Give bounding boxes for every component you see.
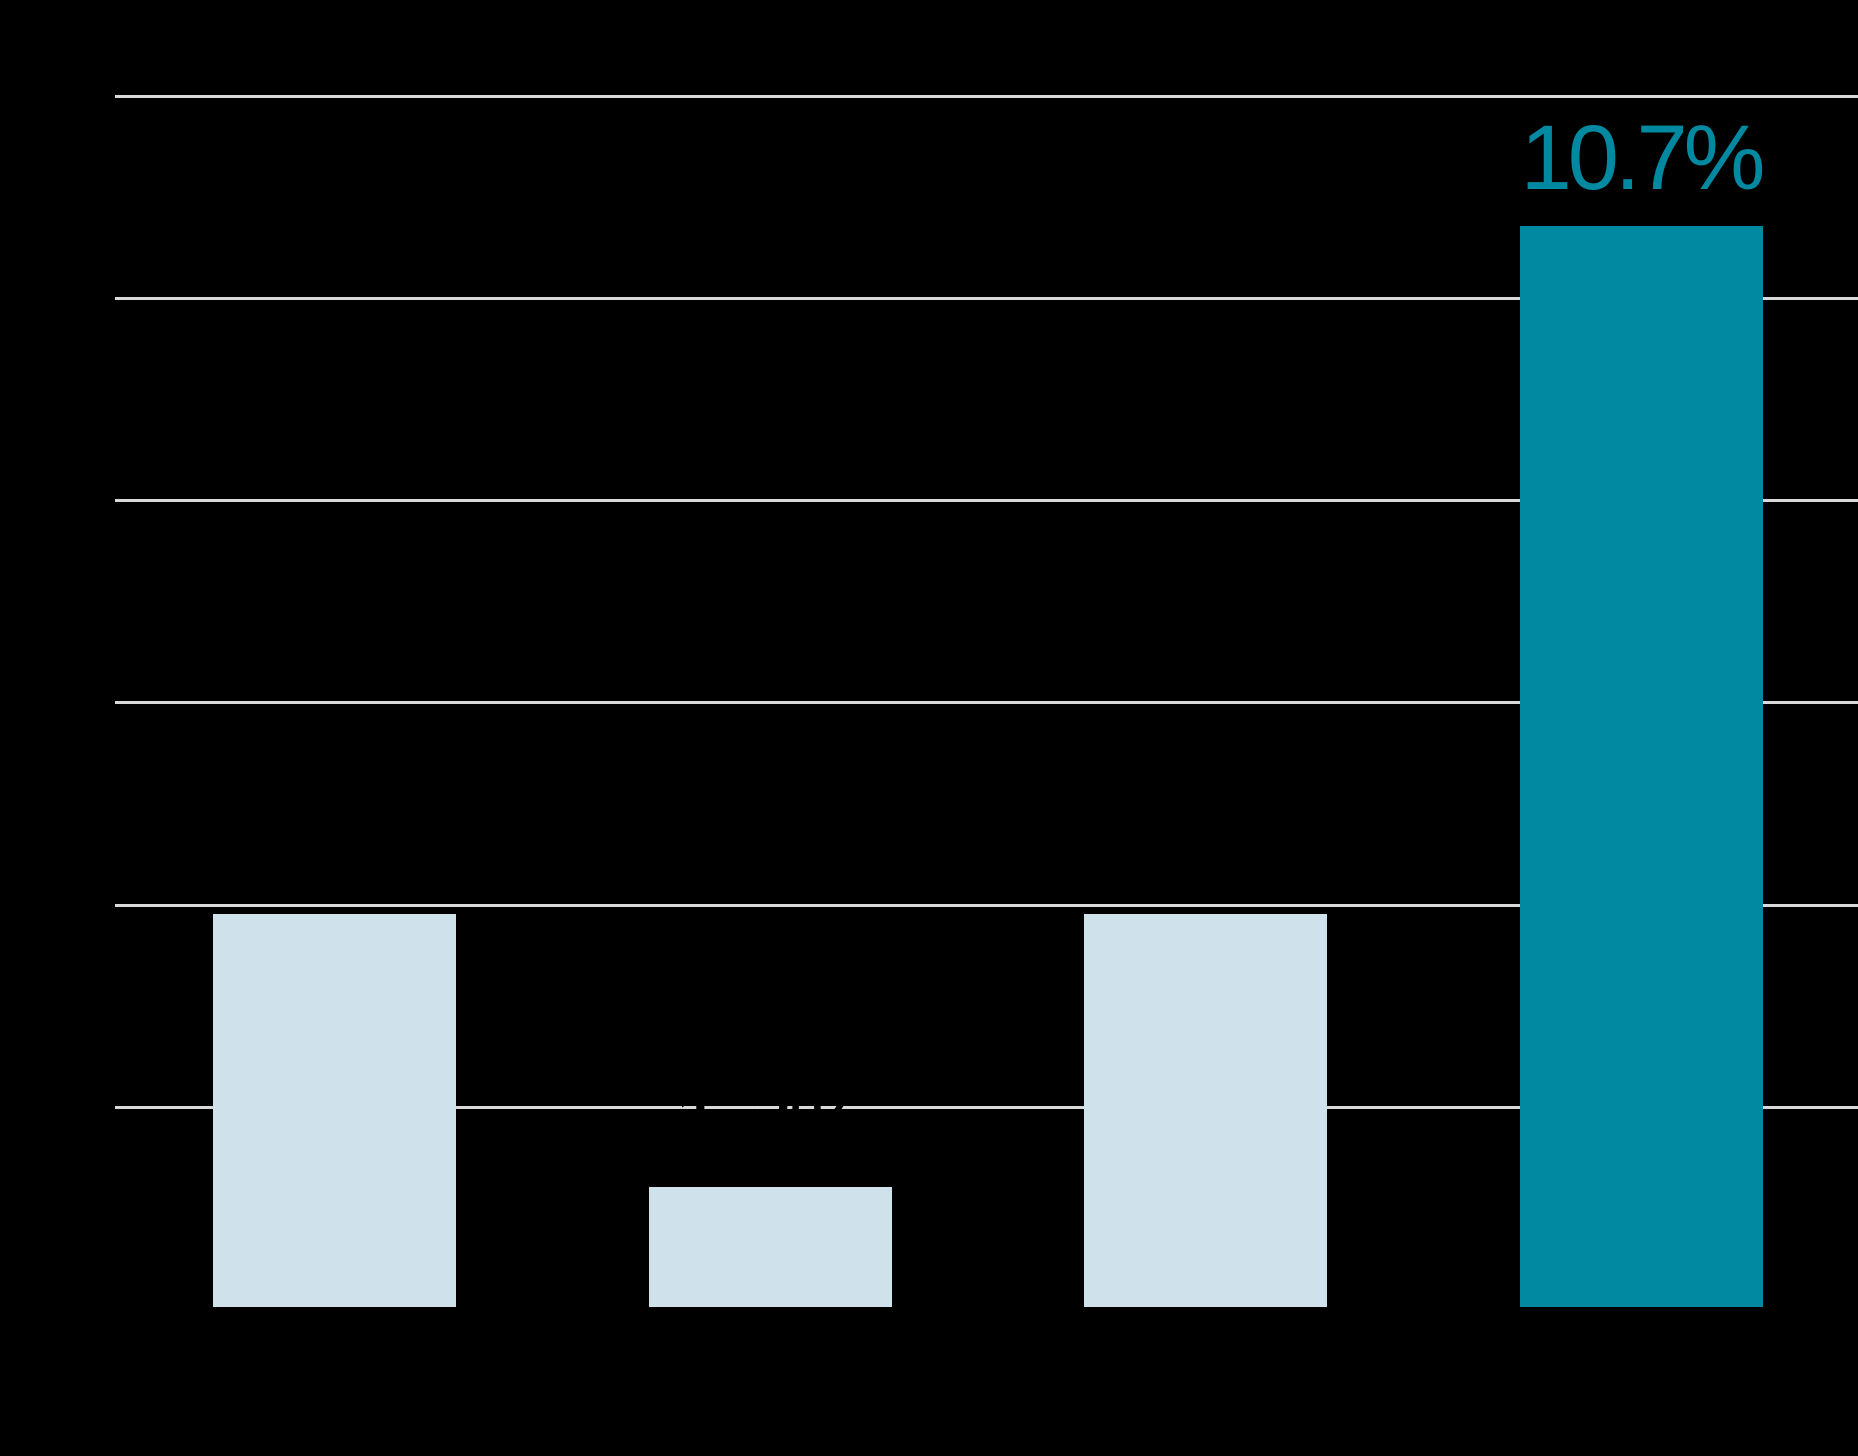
bar2-value-label-hidden: 1.2% xyxy=(673,1071,871,1173)
gridline-6pct xyxy=(115,701,1858,704)
bar-4-highlighted xyxy=(1519,226,1763,1307)
gridline-12pct xyxy=(115,95,1858,98)
gridline-8pct xyxy=(115,499,1858,502)
bar-2 xyxy=(648,1187,892,1307)
bar-3 xyxy=(1083,914,1327,1307)
gridline-2pct xyxy=(115,1106,1858,1109)
bar-1 xyxy=(212,914,456,1307)
gridline-4pct xyxy=(115,904,1858,907)
bar4-value-label: 10.7% xyxy=(1520,107,1766,209)
gridline-10pct xyxy=(115,297,1858,300)
